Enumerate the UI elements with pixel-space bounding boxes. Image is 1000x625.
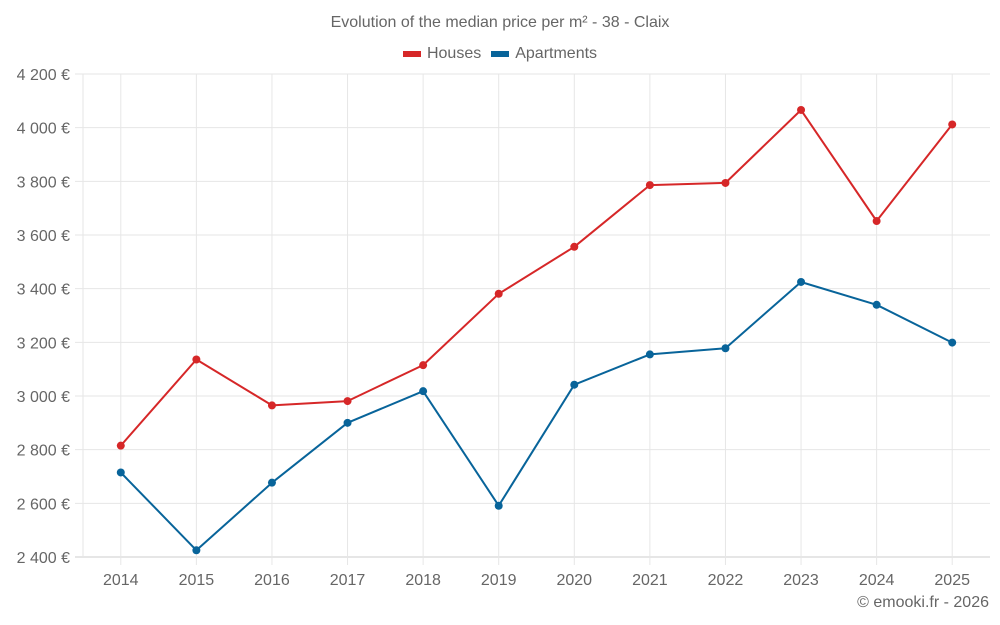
data-point-houses [494, 289, 503, 298]
x-tick-label: 2020 [556, 572, 592, 589]
data-point-houses [570, 242, 579, 251]
data-point-houses [948, 120, 957, 129]
y-tick-label: 4 000 € [17, 121, 70, 138]
series-line-apartments [120, 281, 953, 552]
data-point-houses [192, 355, 201, 364]
data-point-houses [872, 217, 881, 226]
data-point-houses [419, 361, 428, 370]
y-tick-label: 3 800 € [17, 174, 70, 191]
data-point-houses [267, 401, 276, 410]
x-tick-label: 2017 [330, 572, 366, 589]
data-point-apartments [116, 468, 125, 477]
legend: Houses Apartments [0, 45, 1000, 63]
y-tick-label: 3 600 € [17, 228, 70, 245]
data-point-apartments [948, 338, 957, 347]
x-tick-label: 2018 [405, 572, 441, 589]
y-tick-label: 3 200 € [17, 335, 70, 352]
y-tick-label: 2 400 € [17, 550, 70, 567]
data-point-houses [797, 105, 806, 114]
data-point-apartments [872, 300, 881, 309]
legend-item-houses[interactable]: Houses [402, 45, 482, 63]
data-point-apartments [267, 478, 276, 487]
legend-item-apartments[interactable]: Apartments [491, 45, 597, 63]
data-point-apartments [570, 380, 579, 389]
data-point-apartments [192, 546, 201, 555]
y-tick-label: 3 000 € [17, 389, 70, 406]
x-tick-label: 2014 [103, 572, 139, 589]
x-tick-label: 2022 [708, 572, 744, 589]
data-point-houses [116, 441, 125, 450]
y-tick-label: 2 600 € [17, 496, 70, 513]
data-point-houses [343, 397, 352, 406]
data-point-houses [645, 181, 654, 190]
data-point-apartments [645, 350, 654, 359]
data-point-houses [721, 178, 730, 187]
data-point-apartments [797, 277, 806, 286]
y-tick-label: 3 400 € [17, 282, 70, 299]
data-point-apartments [419, 387, 428, 396]
x-tick-label: 2021 [632, 572, 668, 589]
legend-label-houses: Houses [426, 45, 482, 62]
x-tick-label: 2016 [254, 572, 290, 589]
copyright-credit: © emooki.fr - 2026 [857, 594, 989, 611]
x-tick-label: 2019 [481, 572, 517, 589]
legend-swatch-apartments [491, 51, 510, 57]
data-point-apartments [343, 418, 352, 427]
x-tick-label: 2023 [783, 572, 819, 589]
legend-swatch-houses [402, 51, 421, 57]
data-point-apartments [494, 501, 503, 510]
x-tick-label: 2024 [859, 572, 895, 589]
y-tick-label: 2 800 € [17, 443, 70, 460]
chart-title: Evolution of the median price per m² - 3… [330, 14, 670, 31]
data-point-apartments [721, 344, 730, 353]
x-tick-label: 2025 [934, 572, 970, 589]
legend-label-apartments: Apartments [515, 45, 598, 62]
x-tick-label: 2015 [179, 572, 215, 589]
y-tick-label: 4 200 € [17, 67, 70, 84]
series-line-houses [120, 109, 953, 447]
